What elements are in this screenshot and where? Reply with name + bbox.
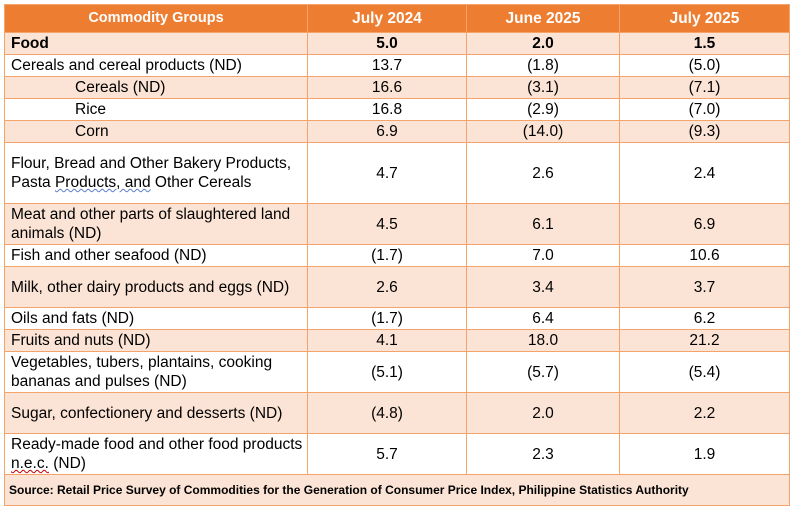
row-label: Corn — [4, 120, 308, 143]
cell-july-2025: 10.6 — [619, 244, 790, 267]
cell-july-2025: (9.3) — [619, 120, 790, 143]
cell-july-2025: 1.5 — [619, 32, 790, 55]
cell-july-2025: (5.0) — [619, 54, 790, 77]
cell-july-2025: 21.2 — [619, 329, 790, 352]
table-row: Fish and other seafood (ND) (1.7) 7.0 10… — [4, 244, 790, 267]
header-july-2025: July 2025 — [619, 4, 790, 33]
row-label: Flour, Bread and Other Bakery Products, … — [4, 142, 308, 204]
source-note: Source: Retail Price Survey of Commoditi… — [4, 474, 790, 506]
row-label: Sugar, confectionery and desserts (ND) — [4, 392, 308, 434]
table-row: Vegetables, tubers, plantains, cooking b… — [4, 351, 790, 393]
row-label: Milk, other dairy products and eggs (ND) — [4, 266, 308, 308]
row-label: Food — [4, 32, 308, 55]
cell-july-2024: 4.5 — [307, 203, 467, 245]
row-label: Cereals (ND) — [4, 76, 308, 99]
cell-june-2025: 7.0 — [466, 244, 620, 267]
header-commodity-groups: Commodity Groups — [4, 4, 308, 33]
table-row: Food 5.0 2.0 1.5 — [4, 32, 790, 55]
cell-june-2025: (3.1) — [466, 76, 620, 99]
cell-july-2024: (5.1) — [307, 351, 467, 393]
cell-july-2024: 4.1 — [307, 329, 467, 352]
cell-july-2025: (7.1) — [619, 76, 790, 99]
table-row: Flour, Bread and Other Bakery Products, … — [4, 142, 790, 204]
cell-june-2025: 3.4 — [466, 266, 620, 308]
header-row: Commodity Groups July 2024 June 2025 Jul… — [4, 4, 790, 33]
row-label: Ready-made food and other food products … — [4, 433, 308, 475]
cell-july-2024: 16.6 — [307, 76, 467, 99]
row-label-flagged-part: Products, and — [54, 174, 151, 191]
cell-july-2025: (5.4) — [619, 351, 790, 393]
cell-june-2025: 18.0 — [466, 329, 620, 352]
cell-july-2025: (7.0) — [619, 98, 790, 121]
cell-july-2025: 6.2 — [619, 307, 790, 330]
cell-july-2024: (4.8) — [307, 392, 467, 434]
row-label: Fruits and nuts (ND) — [4, 329, 308, 352]
commodity-inflation-table: Commodity Groups July 2024 June 2025 Jul… — [4, 4, 790, 506]
cell-june-2025: 2.0 — [466, 392, 620, 434]
table-row: Meat and other parts of slaughtered land… — [4, 203, 790, 245]
cell-june-2025: (1.8) — [466, 54, 620, 77]
cell-july-2024: 5.7 — [307, 433, 467, 475]
table-row: Oils and fats (ND) (1.7) 6.4 6.2 — [4, 307, 790, 330]
cell-june-2025: (14.0) — [466, 120, 620, 143]
cell-july-2025: 6.9 — [619, 203, 790, 245]
cell-july-2024: 13.7 — [307, 54, 467, 77]
cell-july-2024: 5.0 — [307, 32, 467, 55]
row-label-part: Flour, Bread and Other Bakery Products, … — [11, 155, 291, 191]
table-row: Cereals (ND) 16.6 (3.1) (7.1) — [4, 76, 790, 99]
table-row: Milk, other dairy products and eggs (ND)… — [4, 266, 790, 308]
row-label-part: Other Cereals — [150, 174, 252, 191]
cell-july-2024: (1.7) — [307, 244, 467, 267]
row-label: Oils and fats (ND) — [4, 307, 308, 330]
table-row: Corn 6.9 (14.0) (9.3) — [4, 120, 790, 143]
cell-june-2025: 2.3 — [466, 433, 620, 475]
row-label: Rice — [4, 98, 308, 121]
source-row: Source: Retail Price Survey of Commoditi… — [4, 474, 790, 506]
cell-june-2025: 2.6 — [466, 142, 620, 204]
table-row: Ready-made food and other food products … — [4, 433, 790, 475]
cell-june-2025: 6.1 — [466, 203, 620, 245]
table-row: Rice 16.8 (2.9) (7.0) — [4, 98, 790, 121]
row-label-part: Ready-made food and other food products — [11, 436, 303, 453]
cell-july-2024: 16.8 — [307, 98, 467, 121]
cell-july-2024: 4.7 — [307, 142, 467, 204]
cell-july-2024: (1.7) — [307, 307, 467, 330]
cell-july-2024: 6.9 — [307, 120, 467, 143]
cell-june-2025: (2.9) — [466, 98, 620, 121]
table-row: Cereals and cereal products (ND) 13.7 (1… — [4, 54, 790, 77]
cell-july-2025: 2.4 — [619, 142, 790, 204]
row-label: Cereals and cereal products (ND) — [4, 54, 308, 77]
cell-june-2025: 6.4 — [466, 307, 620, 330]
cell-july-2025: 1.9 — [619, 433, 790, 475]
row-label: Vegetables, tubers, plantains, cooking b… — [4, 351, 308, 393]
row-label: Meat and other parts of slaughtered land… — [4, 203, 308, 245]
cell-june-2025: (5.7) — [466, 351, 620, 393]
cell-june-2025: 2.0 — [466, 32, 620, 55]
table-row: Fruits and nuts (ND) 4.1 18.0 21.2 — [4, 329, 790, 352]
row-label-part: (ND) — [48, 455, 86, 472]
row-label: Fish and other seafood (ND) — [4, 244, 308, 267]
header-july-2024: July 2024 — [307, 4, 467, 33]
cell-july-2025: 3.7 — [619, 266, 790, 308]
row-label-flagged-part: n.e.c. — [11, 455, 49, 472]
cell-july-2025: 2.2 — [619, 392, 790, 434]
cell-july-2024: 2.6 — [307, 266, 467, 308]
table-row: Sugar, confectionery and desserts (ND) (… — [4, 392, 790, 434]
header-june-2025: June 2025 — [466, 4, 620, 33]
